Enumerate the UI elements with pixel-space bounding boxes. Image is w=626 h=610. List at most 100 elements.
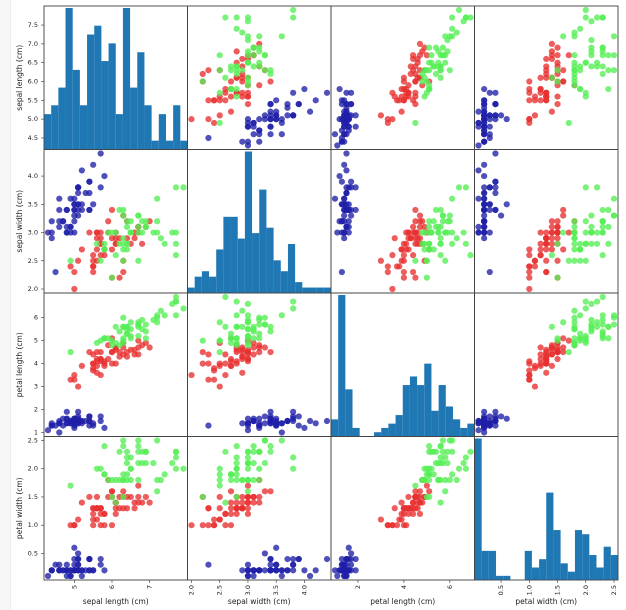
point-pw-sw-60 [188, 522, 195, 529]
point-pw-sw-124 [261, 459, 268, 467]
point-sw-pw-146 [577, 257, 584, 264]
point-pl-sw-40 [273, 422, 280, 429]
point-sw-pl-144 [439, 212, 447, 219]
point-sl-pl-18 [347, 89, 355, 96]
point-sl-pw-45 [486, 123, 493, 130]
point-pl-sw-148 [267, 328, 274, 335]
point-pl-pw-59 [548, 362, 556, 369]
point-pw-sl-139 [142, 459, 149, 467]
point-pl-sw-47 [256, 420, 263, 427]
point-pw-sl-77 [135, 482, 142, 489]
point-pw-sw-137 [250, 476, 257, 484]
point-pw-pl-24 [352, 567, 359, 574]
point-pl-sl-98 [75, 383, 82, 390]
point-pw-pl-56 [416, 488, 424, 495]
hist-bar-pl-9 [395, 415, 403, 437]
point-pw-pl-143 [444, 448, 451, 455]
point-pw-sl-147 [127, 465, 134, 472]
point-sw-pw-149 [571, 229, 578, 236]
point-pl-sl-50 [146, 344, 153, 351]
point-pw-sw-8 [239, 567, 246, 574]
hist-bar-sl-0 [44, 114, 52, 150]
hist-bar-pw-1 [481, 550, 489, 580]
point-pl-pw-97 [543, 353, 550, 360]
point-pw-pl-44 [352, 555, 359, 563]
point-pw-sl-23 [75, 550, 82, 557]
point-sw-pl-49 [341, 212, 348, 219]
point-pl-pw-75 [548, 351, 556, 358]
point-sl-sw-129 [244, 33, 252, 40]
point-sl-pw-130 [577, 25, 584, 32]
ytick-label-pw-2.0: 2.0 [28, 465, 38, 473]
xtick-label-sw-3.5: 3.5 [272, 585, 280, 595]
point-pl-sl-118 [172, 293, 180, 301]
xtick-label-pw-1.0: 1.0 [525, 585, 533, 595]
point-sl-pw-66 [554, 93, 561, 100]
point-sw-pl-25 [345, 229, 352, 236]
point-sw-pw-60 [526, 285, 533, 293]
point-sl-sw-33 [312, 97, 319, 104]
point-pw-sw-99 [233, 505, 240, 512]
point-pl-sw-33 [312, 420, 319, 427]
hist-bar-pw-10 [546, 492, 554, 580]
hist-bar-sw-10 [259, 189, 267, 293]
point-sw-sl-8 [48, 235, 55, 242]
point-sw-sl-76 [139, 240, 146, 247]
point-pw-sw-146 [216, 471, 223, 478]
point-sw-sl-25 [71, 229, 78, 236]
point-pw-sw-46 [290, 567, 297, 574]
point-pw-sw-77 [244, 482, 252, 489]
point-sl-pl-75 [409, 55, 417, 63]
point-pw-pl-131 [455, 465, 463, 472]
point-sl-pw-41 [486, 134, 493, 142]
point-pw-sw-98 [216, 516, 223, 523]
point-sl-sw-18 [290, 89, 297, 96]
point-pw-sl-93 [71, 522, 78, 529]
xtick-label-sl-6: 6 [108, 585, 116, 589]
point-sl-pw-132 [593, 63, 601, 70]
point-pl-sl-106 [67, 349, 74, 356]
xtick-label-sw-3.0: 3.0 [244, 585, 252, 595]
point-pl-pw-111 [577, 330, 584, 337]
point-pw-pl-122 [462, 465, 470, 472]
point-pw-sl-117 [172, 454, 180, 461]
point-pl-pw-138 [571, 342, 578, 349]
point-pl-pw-79 [526, 371, 533, 379]
point-pl-sl-75 [131, 351, 138, 358]
point-sl-sw-108 [216, 52, 223, 59]
point-sl-sw-100 [261, 67, 268, 74]
point-pw-pl-49 [341, 567, 348, 574]
point-pw-sw-140 [250, 443, 257, 450]
point-pl-pw-84 [554, 349, 561, 356]
point-sl-pw-97 [543, 70, 550, 78]
point-sw-pl-141 [426, 223, 433, 230]
hist-bar-pw-7 [524, 550, 532, 580]
point-sw-sl-14 [101, 172, 108, 180]
point-sl-pw-40 [486, 116, 493, 123]
xtick-label-pw-2.0: 2.0 [582, 585, 590, 595]
point-sl-sw-57 [210, 119, 218, 127]
point-sw-sl-143 [139, 218, 146, 225]
point-pl-sw-135 [244, 312, 252, 319]
point-sl-pw-18 [486, 89, 493, 96]
point-pw-pl-73 [416, 510, 424, 517]
point-sw-pw-45 [486, 229, 493, 236]
point-pw-sl-41 [52, 561, 59, 568]
point-sw-pw-112 [588, 229, 595, 236]
point-sl-pw-133 [554, 67, 561, 74]
point-sl-pl-36 [338, 97, 345, 104]
point-sw-pl-110 [426, 218, 433, 225]
point-pl-sw-138 [244, 342, 252, 349]
point-sw-pl-103 [437, 235, 444, 242]
point-sw-pw-36 [481, 201, 488, 208]
point-sl-pl-122 [462, 14, 470, 21]
point-pw-sl-37 [67, 572, 74, 580]
point-sw-pl-120 [439, 218, 447, 225]
point-pw-sw-65 [250, 499, 257, 506]
point-pw-sl-132 [123, 454, 131, 461]
point-sw-sl-134 [112, 252, 119, 259]
point-pw-pl-90 [409, 510, 417, 517]
point-pw-sl-100 [120, 437, 127, 444]
point-sw-pw-130 [577, 240, 584, 247]
point-sw-sl-98 [75, 257, 82, 264]
